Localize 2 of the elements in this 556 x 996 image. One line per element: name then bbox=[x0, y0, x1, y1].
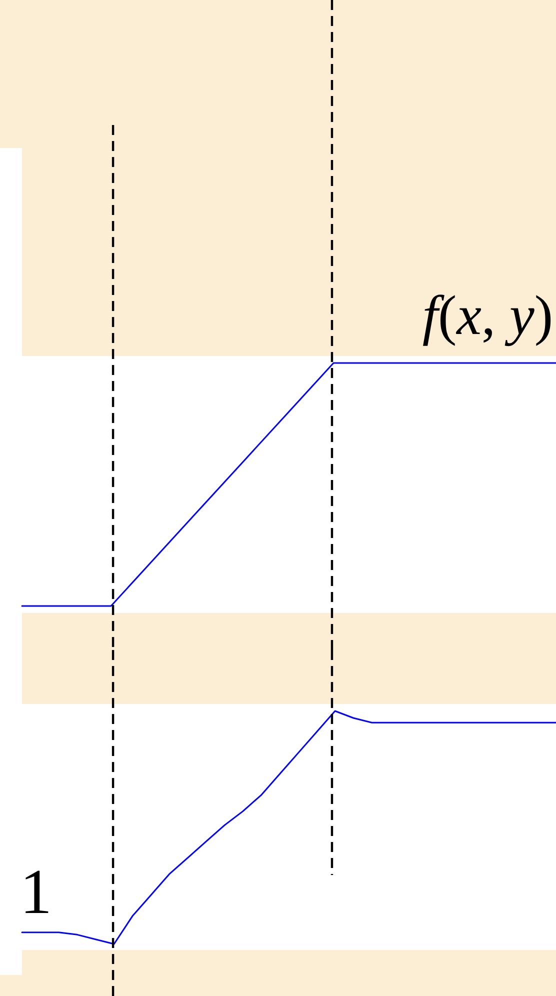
annotation: 1 bbox=[20, 856, 52, 927]
chart-title: f(x, y) bbox=[422, 285, 553, 347]
